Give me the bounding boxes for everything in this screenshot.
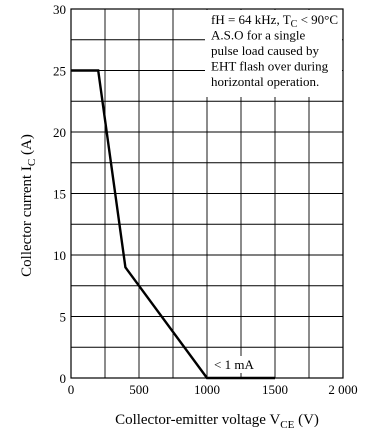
y-tick-label: 5 [60, 310, 67, 325]
x-axis-label-unit: (V) [298, 412, 319, 428]
y-axis-label-sub: C [26, 159, 38, 166]
x-axis-label-symbol: V [269, 412, 280, 428]
annotation-line-1-sub: C [291, 19, 298, 30]
annotation-line-4: EHT flash over during [211, 59, 329, 74]
y-tick-label: 25 [53, 64, 66, 79]
annotation-box [205, 10, 342, 97]
annotation-line-1-prefix: fH = 64 kHz, T [211, 12, 291, 27]
x-tick-label: 500 [129, 382, 149, 397]
x-tick-label: 2 000 [328, 382, 357, 397]
y-tick-label: 30 [53, 2, 66, 17]
annotation-line-3: pulse load caused by [211, 43, 319, 58]
x-tick-label: 1500 [262, 382, 288, 397]
y-tick-labels: 0 5 10 15 20 25 30 [53, 2, 66, 386]
y-axis-label: Collector current IC (A) [19, 134, 38, 277]
y-tick-label: 20 [53, 125, 66, 140]
annotation-line-1: fH = 64 kHz, TC < 90°C [211, 12, 338, 30]
annotation-line-5: horizontal operation. [211, 74, 319, 89]
leakage-label-box [209, 356, 267, 373]
y-tick-label: 10 [53, 248, 66, 263]
x-tick-label: 0 [68, 382, 75, 397]
annotation-line-1-suffix: < 90°C [297, 12, 338, 27]
y-axis-label-unit: (A) [19, 134, 35, 155]
annotation-line-2: A.S.O for a single [211, 28, 305, 43]
x-axis-label-sub: CE [280, 419, 294, 431]
y-axis-label-symbol: I [19, 166, 35, 171]
y-tick-label: 0 [60, 371, 67, 386]
x-axis-label-text: Collector-emitter voltage [115, 412, 266, 428]
x-tick-labels: 0 500 1000 1500 2 000 [68, 382, 358, 397]
soa-curve [71, 69, 275, 380]
y-tick-label: 15 [53, 187, 66, 202]
y-axis-label-text: Collector current [19, 174, 35, 277]
x-axis-label: Collector-emitter voltage VCE (V) [115, 412, 319, 431]
x-tick-label: 1000 [194, 382, 220, 397]
plot-area: 0 5 10 15 20 25 30 0 500 1000 1500 2 000 fH = 64 k… [53, 2, 358, 397]
leakage-label: < 1 mA [214, 357, 254, 372]
